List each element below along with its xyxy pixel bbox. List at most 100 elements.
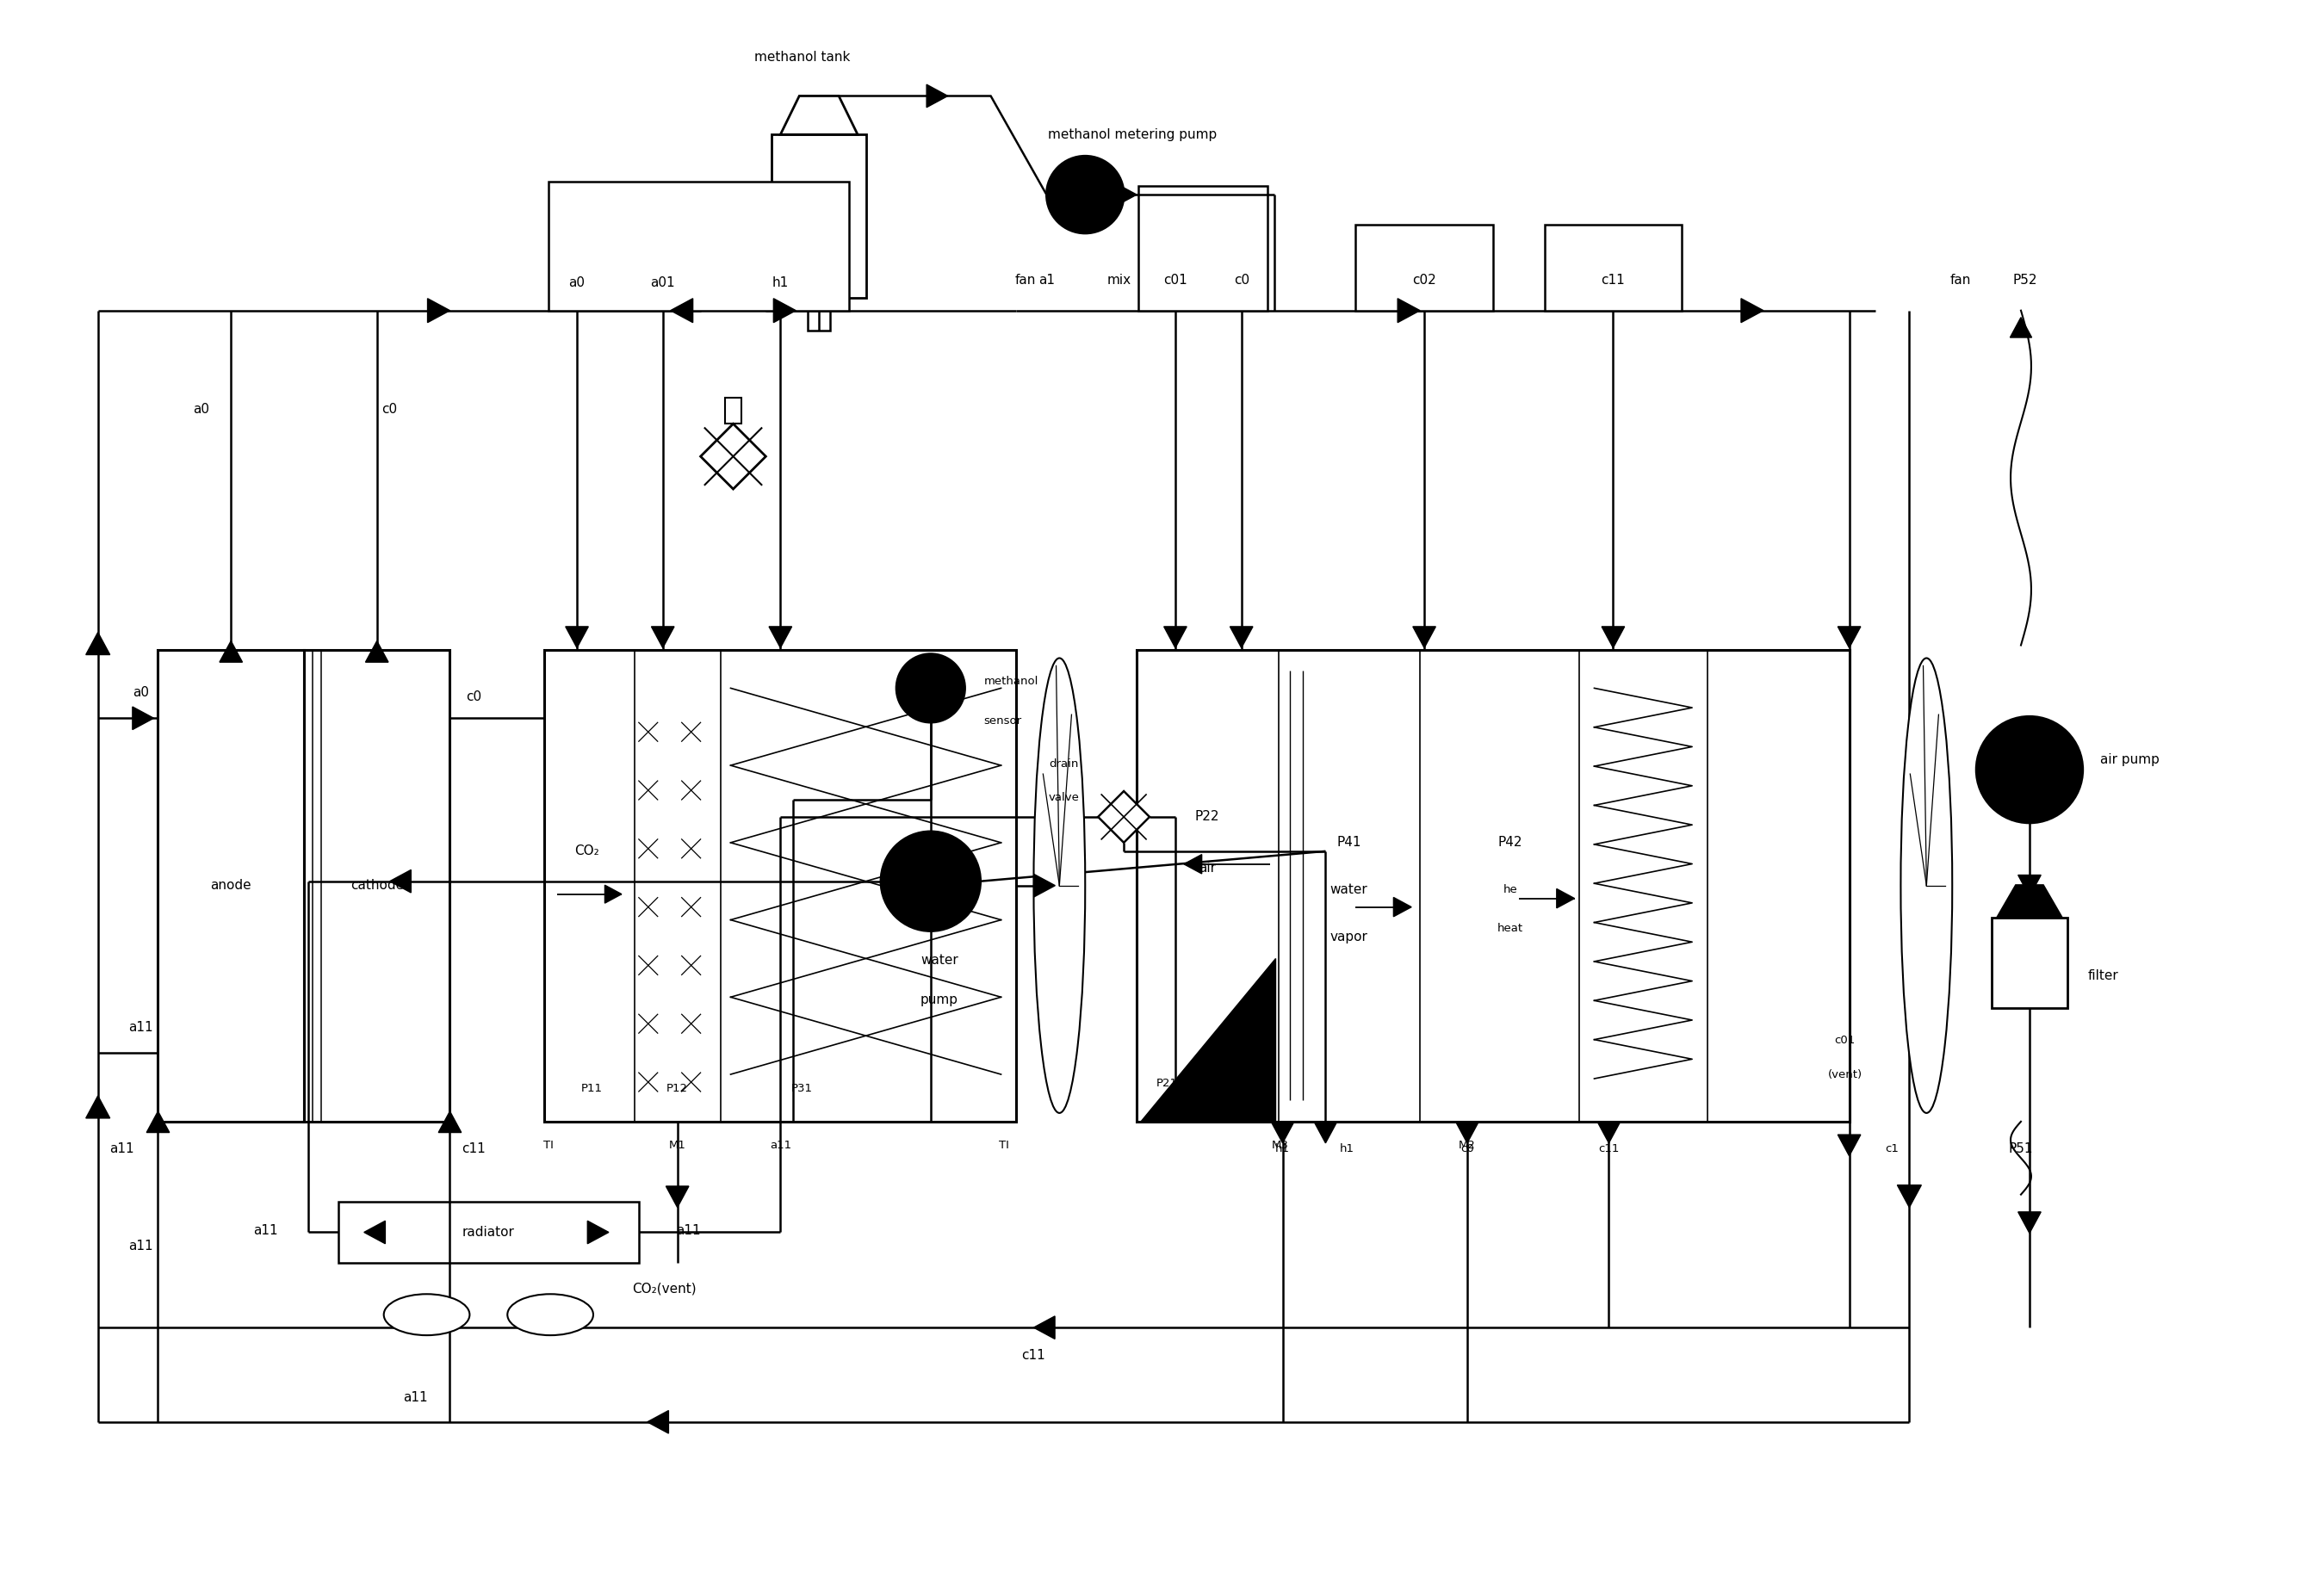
Polygon shape: [1414, 627, 1435, 648]
Polygon shape: [1184, 854, 1201, 873]
Text: M1: M1: [670, 1140, 686, 1151]
Polygon shape: [774, 298, 795, 322]
Text: h1: h1: [1275, 1143, 1289, 1154]
Text: drain: drain: [1050, 758, 1078, 769]
Polygon shape: [670, 298, 693, 322]
Polygon shape: [1115, 184, 1136, 206]
Polygon shape: [389, 870, 410, 892]
Bar: [158, 650, 304, 1122]
Text: anode: anode: [211, 879, 250, 892]
Polygon shape: [438, 1111, 461, 1133]
Text: (vent): (vent): [1827, 1069, 1861, 1080]
Text: methanol metering pump: methanol metering pump: [1048, 128, 1217, 140]
Polygon shape: [665, 1186, 688, 1208]
Text: c11: c11: [461, 1143, 487, 1156]
Polygon shape: [2019, 875, 2040, 897]
Text: c01: c01: [1834, 1034, 1854, 1045]
Text: radiator: radiator: [461, 1226, 515, 1238]
Polygon shape: [1140, 959, 1275, 1122]
Polygon shape: [1034, 875, 1055, 897]
Text: c11: c11: [1602, 275, 1625, 287]
Text: c0: c0: [1460, 1143, 1474, 1154]
Polygon shape: [146, 1111, 169, 1133]
Ellipse shape: [1034, 658, 1085, 1112]
Text: h1: h1: [1340, 1143, 1354, 1154]
Polygon shape: [86, 1096, 109, 1119]
Text: a11: a11: [127, 1240, 153, 1253]
Ellipse shape: [385, 1294, 471, 1336]
Ellipse shape: [1901, 658, 1952, 1112]
Bar: [1356, 225, 1493, 311]
Bar: [809, 295, 830, 330]
Circle shape: [1045, 156, 1124, 233]
Polygon shape: [1393, 897, 1412, 916]
Text: h1: h1: [772, 276, 788, 289]
Polygon shape: [700, 425, 765, 488]
Text: P22: P22: [1194, 811, 1219, 824]
Text: c01: c01: [1164, 275, 1187, 287]
Polygon shape: [2010, 318, 2033, 337]
Polygon shape: [220, 642, 243, 662]
Polygon shape: [366, 642, 389, 662]
Text: CO₂(vent): CO₂(vent): [633, 1283, 698, 1296]
Text: a0: a0: [568, 276, 584, 289]
Bar: [545, 650, 1018, 1122]
Polygon shape: [2019, 1211, 2040, 1234]
Text: a1: a1: [1038, 275, 1055, 287]
Polygon shape: [647, 1411, 668, 1433]
Text: pump: pump: [920, 993, 957, 1005]
Bar: [338, 1202, 640, 1262]
Bar: [772, 134, 867, 297]
Text: vapor: vapor: [1331, 930, 1368, 943]
Text: c0: c0: [1233, 275, 1249, 287]
Polygon shape: [1398, 298, 1421, 322]
Text: fan: fan: [1949, 275, 1970, 287]
Text: c0: c0: [466, 689, 482, 704]
Polygon shape: [566, 627, 589, 648]
Text: mix: mix: [1108, 275, 1131, 287]
Text: air pump: air pump: [2100, 753, 2158, 766]
Text: TI: TI: [999, 1140, 1008, 1151]
Bar: [726, 397, 742, 425]
Text: methanol: methanol: [983, 675, 1038, 686]
Polygon shape: [1996, 886, 2063, 918]
Polygon shape: [1838, 1135, 1861, 1156]
Polygon shape: [1741, 298, 1764, 322]
Polygon shape: [1597, 1122, 1620, 1143]
Text: sensor: sensor: [983, 715, 1022, 726]
Polygon shape: [1558, 889, 1574, 908]
Text: a11: a11: [770, 1140, 790, 1151]
Text: P31: P31: [790, 1084, 814, 1095]
Polygon shape: [132, 707, 153, 729]
Bar: [304, 650, 450, 1122]
Text: a01: a01: [651, 276, 675, 289]
Text: a11: a11: [253, 1224, 278, 1237]
Text: CO₂: CO₂: [575, 844, 600, 857]
Polygon shape: [86, 632, 109, 654]
Text: c11: c11: [1022, 1349, 1045, 1361]
Text: c02: c02: [1412, 275, 1437, 287]
Polygon shape: [1838, 627, 1861, 648]
Text: a0: a0: [132, 686, 148, 699]
Text: c0: c0: [382, 402, 399, 415]
Text: water: water: [920, 954, 957, 967]
Polygon shape: [1164, 627, 1187, 648]
Circle shape: [881, 832, 981, 930]
Text: M3: M3: [1273, 1140, 1289, 1151]
Bar: [1991, 918, 2068, 1007]
Bar: [1138, 187, 1268, 311]
Text: P41: P41: [1337, 836, 1361, 849]
Text: c1: c1: [1885, 1143, 1898, 1154]
Polygon shape: [1034, 1317, 1055, 1339]
Text: air: air: [1198, 862, 1215, 875]
Polygon shape: [651, 627, 675, 648]
Text: valve: valve: [1048, 792, 1080, 804]
Text: P11: P11: [582, 1084, 603, 1095]
Polygon shape: [586, 1221, 610, 1243]
Text: c11: c11: [1599, 1143, 1620, 1154]
Polygon shape: [1602, 627, 1625, 648]
Polygon shape: [927, 85, 948, 107]
Text: a11: a11: [403, 1392, 429, 1404]
Text: filter: filter: [2089, 969, 2119, 982]
Text: P21: P21: [1157, 1077, 1178, 1088]
